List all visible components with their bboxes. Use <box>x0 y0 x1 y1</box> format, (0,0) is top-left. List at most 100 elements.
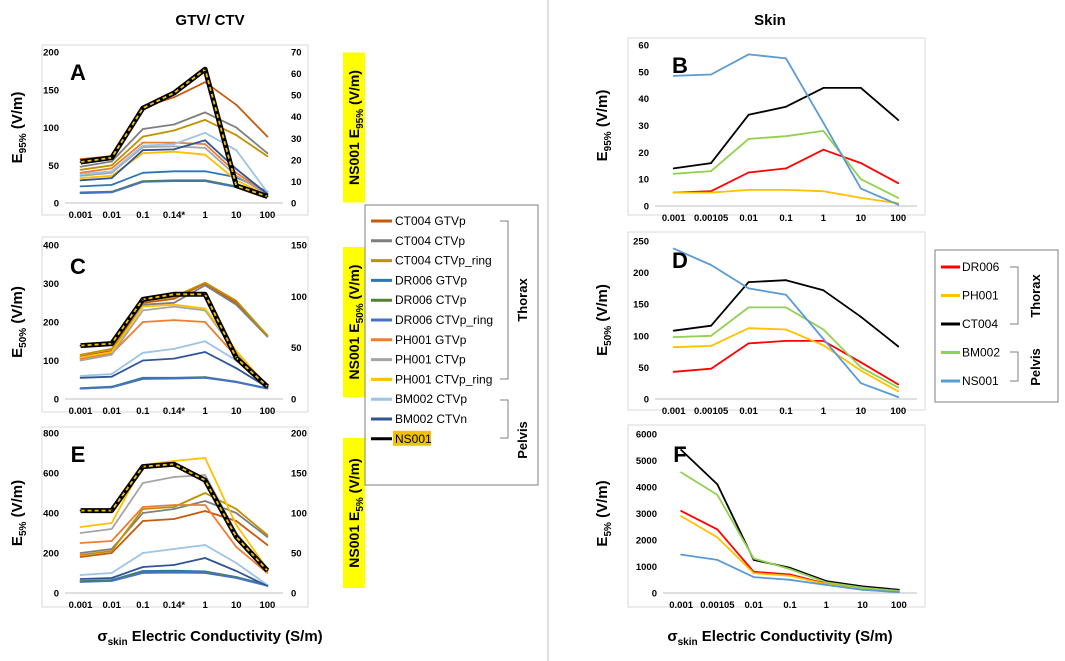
y-axis-title-sub: 50% <box>18 328 29 348</box>
y2-tick-label: 50 <box>291 91 302 102</box>
data-point <box>680 471 683 474</box>
data-point <box>204 170 207 173</box>
series-bm002-ctvn <box>79 557 269 587</box>
y-axis-title-main: E <box>594 346 611 356</box>
x-tick-label: 0.00105 <box>700 600 735 611</box>
y-axis-title-sub: 95% <box>603 131 614 151</box>
y2-tick-label: 50 <box>291 343 302 354</box>
panel-label: B <box>672 53 688 78</box>
data-point <box>266 585 269 587</box>
data-point <box>204 143 207 146</box>
data-point <box>79 542 82 544</box>
data-point <box>204 119 207 121</box>
x-axis-title-sub: skin <box>678 637 698 648</box>
y2-title-highlight <box>343 247 365 397</box>
y-axis-title-sub: 5% <box>603 522 614 537</box>
data-point <box>141 512 144 514</box>
y-axis-title: E95% (V/m) <box>594 90 614 162</box>
y-tick-label: 3000 <box>636 509 657 520</box>
data-point <box>79 192 82 195</box>
y-axis-title: E5% (V/m) <box>9 480 29 546</box>
data-point <box>173 129 175 132</box>
series-bm002-ctvp <box>79 544 269 586</box>
data-point <box>897 386 900 389</box>
y-axis-title: E5% (V/m) <box>594 480 614 546</box>
series-dr006-ctvp-ring <box>79 571 269 587</box>
legend-item: CT004 GTVp <box>395 214 466 228</box>
data-point <box>79 554 82 556</box>
data-point <box>141 482 144 484</box>
panel-label: F <box>673 442 686 467</box>
pelvis-bracket <box>1010 351 1019 382</box>
data-point <box>897 197 900 199</box>
data-point <box>110 540 113 542</box>
data-point <box>710 264 713 266</box>
data-point <box>79 185 82 188</box>
data-point <box>235 184 238 187</box>
data-point <box>79 359 82 362</box>
data-point <box>79 581 82 583</box>
x-tick-label: 100 <box>259 210 275 221</box>
legend-item: PH001 GTVp <box>395 333 467 347</box>
data-point <box>710 73 713 76</box>
x-tick-label: 100 <box>891 600 907 611</box>
data-point <box>822 148 825 151</box>
data-point <box>141 309 144 312</box>
y-axis-title-unit: (V/m) <box>594 480 611 522</box>
y2-axis-title-unit: (V/m) <box>346 458 362 497</box>
data-point <box>79 375 82 377</box>
group-label-pelvis: Pelvis <box>1028 348 1043 386</box>
x-axis-title-text: σskin Electric Conductivity (S/m) <box>97 628 322 648</box>
chart-D: 0 50 100 150 200 250 0.001 0.00105 0.01 0.1 1 10 100… <box>594 231 926 417</box>
data-point <box>173 506 175 508</box>
data-point <box>235 299 238 302</box>
y2-tick-label: 150 <box>291 241 307 252</box>
series-dr006-ctvp-ring <box>79 376 269 390</box>
y2-tick-label: 50 <box>291 549 302 560</box>
x-tick-label: 1 <box>202 210 208 221</box>
data-point <box>173 303 175 306</box>
data-point <box>79 171 82 174</box>
y-tick-label: 0 <box>54 199 59 210</box>
data-point <box>672 329 675 332</box>
data-point <box>235 577 238 579</box>
y2-axis-title-unit: (V/m) <box>346 265 362 304</box>
data-point <box>859 162 862 164</box>
data-point <box>110 167 113 170</box>
data-point <box>672 370 675 373</box>
x-tick-label: 0.1 <box>136 600 150 611</box>
data-point <box>110 351 113 353</box>
x-tick-label: 100 <box>890 406 906 417</box>
y-tick-label: 4000 <box>636 483 657 494</box>
data-point <box>235 126 238 129</box>
y2-tick-label: 100 <box>291 509 307 520</box>
series-ns001 <box>79 291 270 389</box>
series-ns001 <box>672 53 900 206</box>
chart-frame <box>627 231 926 411</box>
data-point <box>710 324 713 327</box>
series-ph001-gtvp <box>79 504 269 574</box>
data-point <box>785 105 787 108</box>
data-point <box>204 111 207 114</box>
y-tick-label: 400 <box>43 241 59 252</box>
data-point <box>141 152 144 155</box>
data-point <box>785 135 787 138</box>
data-point <box>110 552 113 554</box>
data-point <box>110 353 113 356</box>
data-point <box>141 149 144 152</box>
data-point <box>785 306 787 309</box>
data-point <box>141 141 144 144</box>
data-point <box>747 189 750 191</box>
x-tick-label: 1 <box>202 406 208 417</box>
x-axis-title-sigma: σ <box>667 628 677 645</box>
data-point <box>897 345 900 348</box>
data-point <box>141 107 144 109</box>
data-point <box>204 180 207 183</box>
x-tick-label: 0.01 <box>102 210 121 221</box>
data-point <box>859 369 862 372</box>
y-tick-label: 20 <box>638 148 649 159</box>
series-ph001 <box>672 188 900 205</box>
series-ns001 <box>680 553 900 594</box>
series-ct004-ctvp <box>79 111 269 168</box>
